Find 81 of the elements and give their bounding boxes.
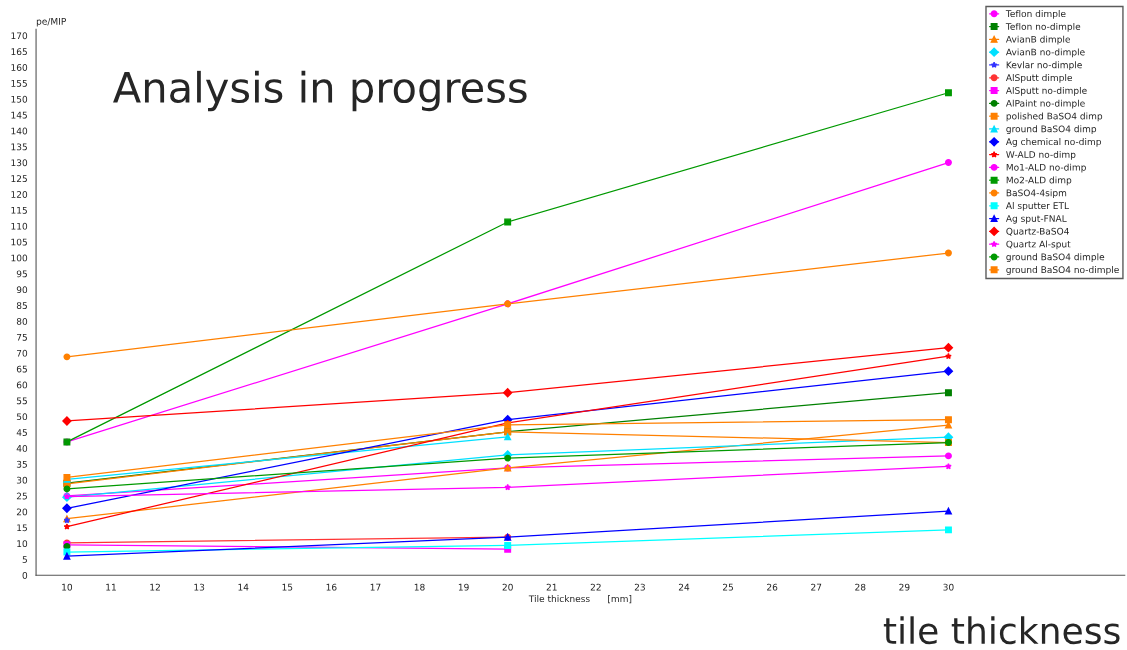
y-tick-label: 35 xyxy=(16,460,27,468)
x-tick-label: 26 xyxy=(767,583,778,591)
y-tick-label: 80 xyxy=(16,318,28,325)
y-tick-label: 135 xyxy=(11,143,27,151)
x-tick-label: 19 xyxy=(458,583,469,591)
x-tick-label: 11 xyxy=(106,583,116,591)
y-tick-label: 145 xyxy=(11,111,27,119)
y-axis-title: pe/MIP xyxy=(36,18,66,27)
y-tick-label: 55 xyxy=(16,397,27,405)
legend-label: Teflon dimple xyxy=(1005,10,1066,19)
y-tick-label: 30 xyxy=(16,476,28,484)
x-tick-label: 12 xyxy=(150,583,160,591)
legend-label: polished BaSO4 dimp xyxy=(1006,112,1103,122)
legend-label: Teflon no-dimple xyxy=(1005,22,1081,32)
y-tick-label: 15 xyxy=(17,524,27,532)
y-tick-label: 60 xyxy=(16,381,28,389)
legend-label: Mo1-ALD no-dimp xyxy=(1006,163,1086,173)
y-tick-label: 115 xyxy=(11,207,27,214)
legend-label: AvianB dimple xyxy=(1005,35,1071,45)
y-tick-label: 90 xyxy=(16,286,28,294)
legend-label: AlSputt no-dimple xyxy=(1005,86,1087,96)
x-tick-label: 18 xyxy=(414,583,425,591)
y-tick-label: 70 xyxy=(16,349,28,357)
y-tick-label: 10 xyxy=(17,540,28,548)
legend-label: BaSO4-4sipm xyxy=(1006,189,1067,199)
x-tick-label: 14 xyxy=(238,583,249,591)
legend-label: AlPaint no-dimple xyxy=(1005,99,1085,109)
y-tick-label: 130 xyxy=(11,159,28,167)
annotation: Analysis in progress xyxy=(113,70,527,112)
y-tick-label: 150 xyxy=(11,95,28,103)
x-tick-label: 27 xyxy=(811,583,822,591)
text: tile thickness xyxy=(883,616,1120,645)
x-tick-label: 20 xyxy=(502,583,513,591)
y-tick-label: 160 xyxy=(11,64,28,71)
x-tick-label: 17 xyxy=(370,583,381,591)
x-tick-label: 25 xyxy=(722,583,734,591)
y-tick-label: 140 xyxy=(11,127,28,135)
y-tick-label: 40 xyxy=(16,445,28,452)
y-tick-label: 50 xyxy=(16,413,28,421)
legend-label: ground BaSO4 dimp xyxy=(1006,125,1097,135)
legend-label: Quartz Al-sput xyxy=(1006,240,1071,250)
legend-label: W-ALD no-dimp xyxy=(1006,150,1076,160)
y-tick-label: 155 xyxy=(11,80,27,87)
y-tick-label: 110 xyxy=(11,222,28,230)
y-tick-label: 25 xyxy=(16,492,27,500)
y-tick-label: 5 xyxy=(22,556,27,563)
y-tick-label: 165 xyxy=(11,48,27,56)
x-axis-title: Tile thickness [mm] xyxy=(528,595,632,604)
x-tick-label: 24 xyxy=(678,583,690,591)
y-tick-label: 75 xyxy=(16,334,27,341)
legend-label: AlSputt dimple xyxy=(1005,74,1073,83)
y-tick-label: 170 xyxy=(11,32,28,40)
y-tick-label: 65 xyxy=(16,365,27,373)
x-tick-label: 15 xyxy=(282,583,293,591)
x-tick-label: 16 xyxy=(326,583,337,591)
x-tick-label: 23 xyxy=(634,583,645,591)
legend-label: AvianB no-dimple xyxy=(1005,48,1085,58)
y-tick-label: 20 xyxy=(16,508,28,516)
x-tick-label: 29 xyxy=(899,583,910,591)
x-tick-label: 30 xyxy=(943,583,954,591)
x-tick-label: 10 xyxy=(62,583,73,591)
x-tick-label: 22 xyxy=(590,583,601,591)
y-tick-label: 95 xyxy=(16,270,27,278)
x-tick-label: 13 xyxy=(194,583,205,591)
legend-label: Ag sput-FNAL xyxy=(1005,215,1067,224)
y-tick-label: 120 xyxy=(11,191,28,198)
x-tick-label: 21 xyxy=(546,583,557,591)
y-tick-label: 105 xyxy=(11,238,27,246)
legend-label: ground BaSO4 dimple xyxy=(1006,253,1105,263)
y-tick-label: 85 xyxy=(16,302,27,309)
legend-label: Kevlar no-dimple xyxy=(1006,61,1082,71)
legend-label: Mo2-ALD dimp xyxy=(1006,176,1072,186)
x-tick-label: 28 xyxy=(855,583,866,591)
y-tick-label: 45 xyxy=(16,429,27,436)
legend-label: ground BaSO4 no-dimple xyxy=(1006,266,1119,275)
legend-label: Ag chemical no-dimp xyxy=(1005,138,1101,147)
legend-label: Al sputter ETL xyxy=(1005,202,1069,211)
y-tick-label: 0 xyxy=(22,571,28,579)
legend-label: Quartz-BaSO4 xyxy=(1006,227,1069,236)
y-tick-label: 125 xyxy=(11,175,27,183)
y-tick-label: 100 xyxy=(11,254,28,262)
